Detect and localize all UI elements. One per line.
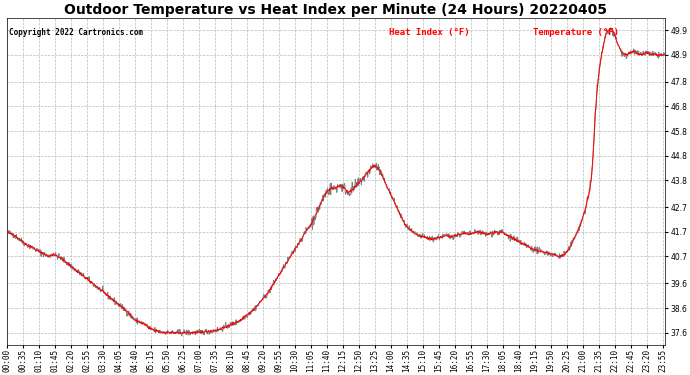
Text: Temperature (°F): Temperature (°F) — [533, 28, 619, 37]
Text: Copyright 2022 Cartronics.com: Copyright 2022 Cartronics.com — [8, 28, 143, 37]
Text: Heat Index (°F): Heat Index (°F) — [388, 28, 469, 37]
Title: Outdoor Temperature vs Heat Index per Minute (24 Hours) 20220405: Outdoor Temperature vs Heat Index per Mi… — [64, 3, 607, 17]
